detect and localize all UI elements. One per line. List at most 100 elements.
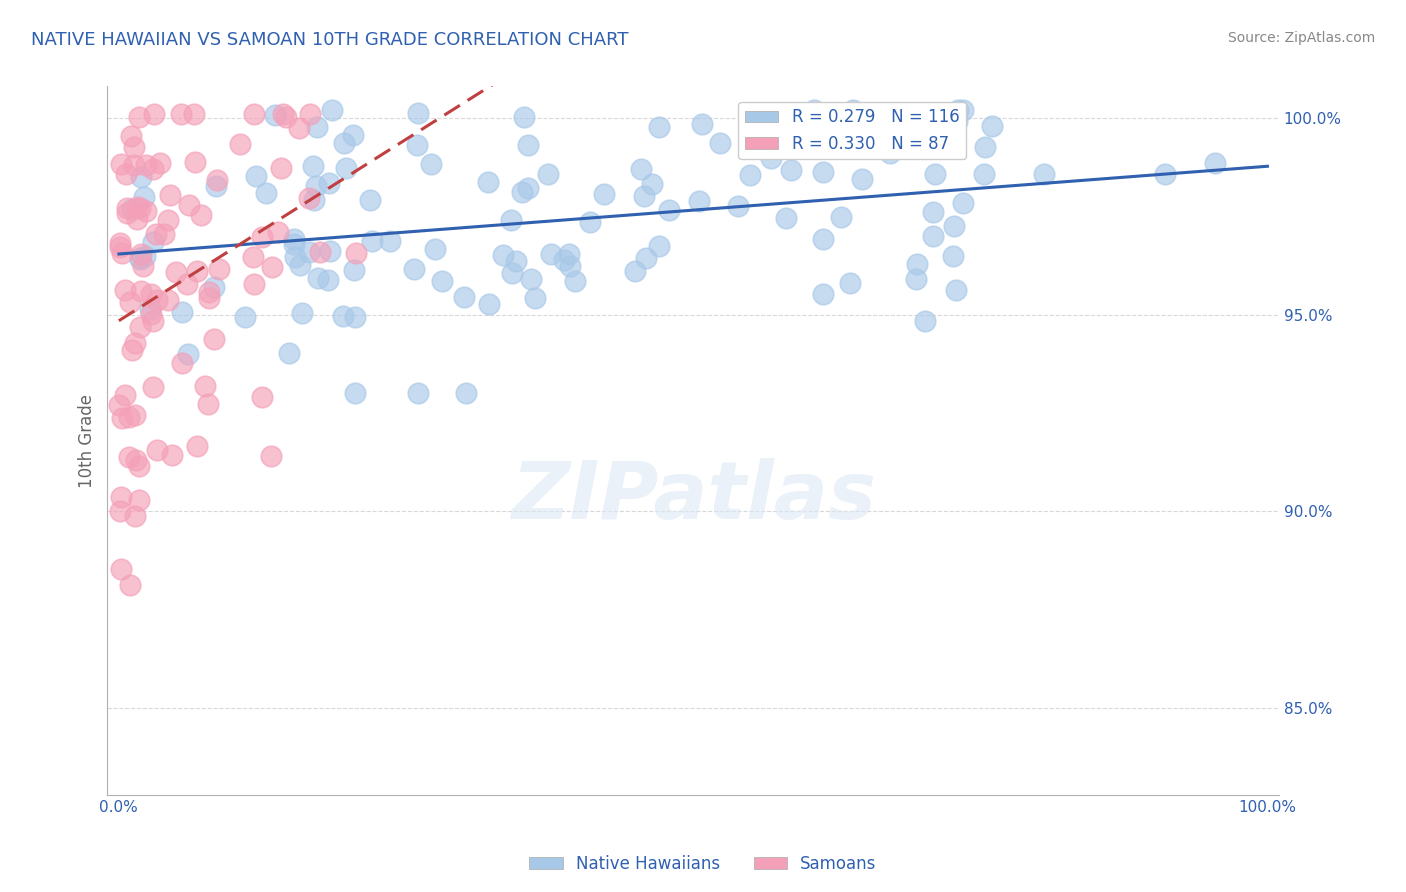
Point [512,110,534,124]
Point [270,161,292,175]
Point [316,273,339,287]
Point [159,188,181,202]
Point [118,578,141,592]
Point [288,258,311,272]
Point [981,119,1004,133]
Point [170,305,193,319]
Point [264,108,287,122]
Point [149,156,172,170]
Point [114,283,136,297]
Point [430,274,453,288]
Point [142,380,165,394]
Point [108,240,131,254]
Point [402,261,425,276]
Point [946,114,969,128]
Point [204,179,226,194]
Point [851,171,873,186]
Point [942,250,965,264]
Point [208,262,231,277]
Point [125,453,148,467]
Point [146,293,169,308]
Point [759,151,782,165]
Point [128,252,150,266]
Point [128,111,150,125]
Point [128,493,150,508]
Point [343,263,366,277]
Point [172,356,194,370]
Point [115,202,138,216]
Point [283,232,305,246]
Point [558,259,581,273]
Point [165,265,187,279]
Point [342,128,364,143]
Point [319,244,342,258]
Point [406,138,429,153]
Point [277,346,299,360]
Point [690,117,713,131]
Point [288,120,311,135]
Point [124,408,146,422]
Point [170,107,193,121]
Point [115,167,138,181]
Point [118,409,141,424]
Point [134,189,156,203]
Point [1154,167,1177,181]
Point [128,201,150,215]
Point [124,508,146,523]
Legend: R = 0.279   N = 116, R = 0.330   N = 87: R = 0.279 N = 116, R = 0.330 N = 87 [738,102,966,160]
Point [839,276,862,290]
Point [740,168,762,182]
Point [122,158,145,172]
Point [406,386,429,401]
Point [302,159,325,173]
Text: Source: ZipAtlas.com: Source: ZipAtlas.com [1227,31,1375,45]
Point [134,250,156,264]
Point [811,165,834,179]
Point [321,103,343,117]
Point [186,439,208,453]
Point [332,309,354,323]
Point [478,296,501,310]
Point [121,343,143,357]
Point [510,185,533,199]
Point [108,235,131,250]
Point [121,202,143,216]
Point [406,105,429,120]
Point [160,448,183,462]
Point [517,138,540,153]
Point [456,386,478,401]
Point [197,285,219,299]
Point [267,225,290,239]
Point [1204,156,1226,170]
Point [636,252,658,266]
Point [202,332,225,346]
Point [190,208,212,222]
Point [120,295,142,310]
Point [811,287,834,301]
Point [811,232,834,246]
Point [291,306,314,320]
Point [176,277,198,291]
Point [132,260,155,274]
Point [838,112,860,127]
Point [128,458,150,473]
Point [361,234,384,248]
Point [520,272,543,286]
Point [501,266,523,280]
Point [841,103,863,117]
Point [110,561,132,575]
Point [157,213,180,227]
Legend: Native Hawaiians, Samoans: Native Hawaiians, Samoans [523,848,883,880]
Point [127,201,149,215]
Point [110,490,132,504]
Point [904,272,927,286]
Point [142,161,165,176]
Point [924,167,946,181]
Point [262,260,284,274]
Point [202,280,225,294]
Point [359,193,381,207]
Point [831,211,853,225]
Point [129,169,152,184]
Point [139,302,162,317]
Point [129,246,152,260]
